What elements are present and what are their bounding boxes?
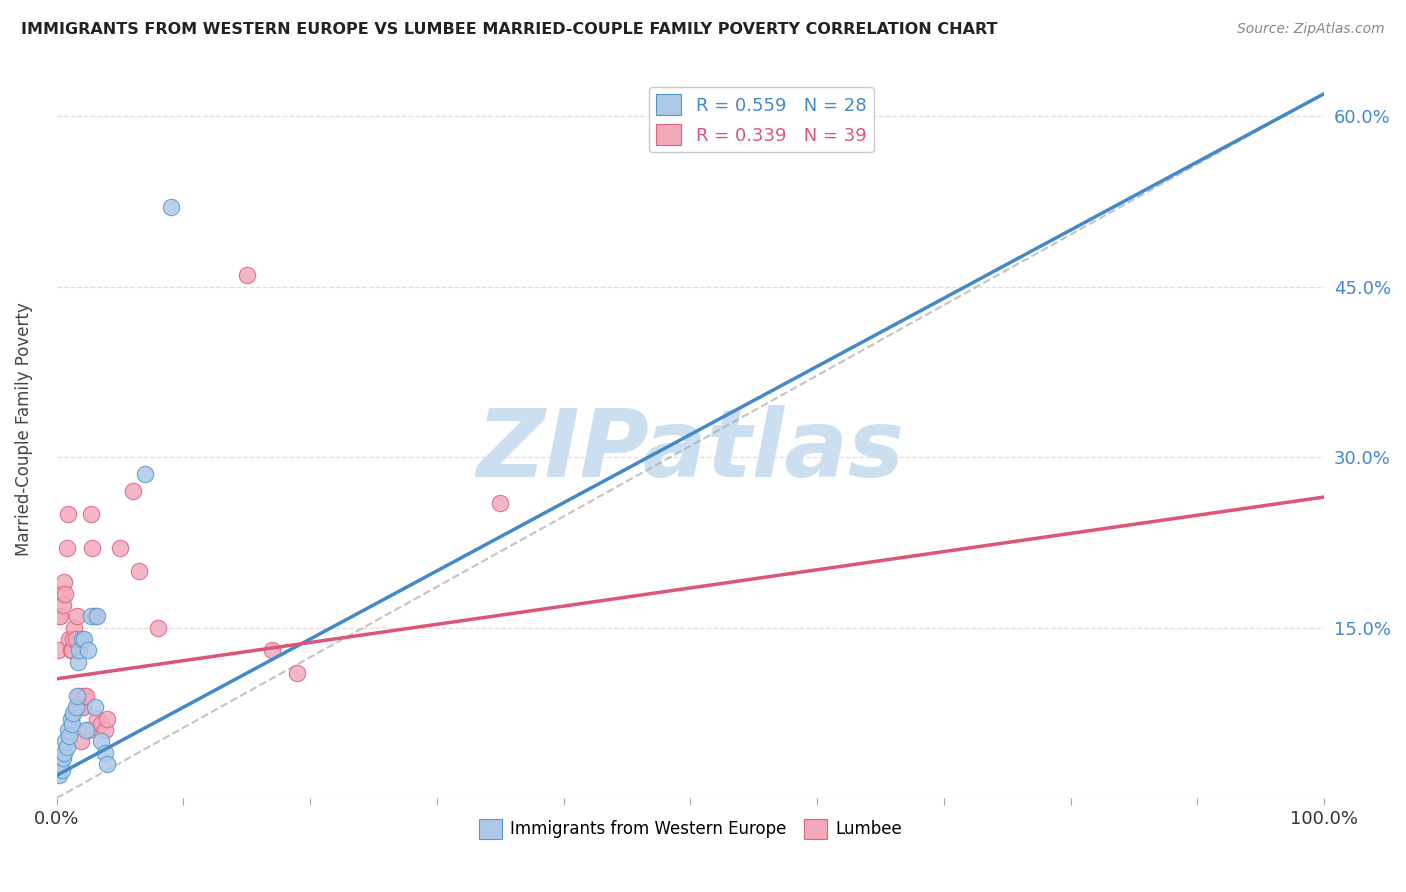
Point bbox=[49, 757, 72, 772]
Point bbox=[128, 564, 150, 578]
Point bbox=[58, 729, 80, 743]
Point bbox=[51, 763, 73, 777]
Point bbox=[65, 700, 87, 714]
Point bbox=[146, 621, 169, 635]
Point bbox=[48, 609, 70, 624]
Point bbox=[55, 739, 77, 754]
Text: Source: ZipAtlas.com: Source: ZipAtlas.com bbox=[1237, 22, 1385, 37]
Point bbox=[55, 586, 77, 600]
Point bbox=[82, 541, 104, 556]
Point bbox=[51, 586, 73, 600]
Point bbox=[134, 467, 156, 482]
Point bbox=[63, 621, 86, 635]
Point bbox=[65, 632, 87, 646]
Point bbox=[70, 700, 93, 714]
Point bbox=[55, 541, 77, 556]
Point bbox=[66, 689, 89, 703]
Point bbox=[287, 666, 309, 681]
Point bbox=[48, 768, 70, 782]
Point bbox=[73, 689, 96, 703]
Point bbox=[489, 496, 512, 510]
Point bbox=[67, 655, 90, 669]
Point bbox=[70, 632, 93, 646]
Point bbox=[86, 609, 108, 624]
Point bbox=[56, 723, 79, 737]
Text: IMMIGRANTS FROM WESTERN EUROPE VS LUMBEE MARRIED-COUPLE FAMILY POVERTY CORRELATI: IMMIGRANTS FROM WESTERN EUROPE VS LUMBEE… bbox=[21, 22, 998, 37]
Point bbox=[108, 541, 131, 556]
Point bbox=[62, 706, 84, 720]
Point bbox=[59, 643, 82, 657]
Point bbox=[62, 632, 84, 646]
Point bbox=[46, 643, 69, 657]
Point bbox=[90, 717, 112, 731]
Point bbox=[59, 712, 82, 726]
Point bbox=[72, 700, 94, 714]
Point bbox=[53, 746, 76, 760]
Point bbox=[96, 757, 118, 772]
Legend: Immigrants from Western Europe, Lumbee: Immigrants from Western Europe, Lumbee bbox=[472, 813, 908, 846]
Point bbox=[60, 717, 83, 731]
Point bbox=[86, 712, 108, 726]
Point bbox=[58, 632, 80, 646]
Point bbox=[52, 751, 75, 765]
Point bbox=[53, 575, 76, 590]
Point bbox=[96, 712, 118, 726]
Point bbox=[77, 643, 100, 657]
Point bbox=[90, 734, 112, 748]
Point bbox=[80, 609, 103, 624]
Point bbox=[52, 598, 75, 612]
Point bbox=[67, 689, 90, 703]
Point bbox=[66, 609, 89, 624]
Point bbox=[235, 268, 257, 283]
Point bbox=[159, 200, 181, 214]
Point bbox=[55, 734, 77, 748]
Point bbox=[67, 643, 90, 657]
Point bbox=[60, 643, 83, 657]
Point bbox=[77, 723, 100, 737]
Point bbox=[262, 643, 284, 657]
Y-axis label: Married-Couple Family Poverty: Married-Couple Family Poverty bbox=[15, 302, 32, 556]
Point bbox=[80, 507, 103, 521]
Point bbox=[121, 484, 143, 499]
Point bbox=[49, 609, 72, 624]
Point bbox=[56, 507, 79, 521]
Point bbox=[69, 734, 91, 748]
Point bbox=[94, 746, 117, 760]
Text: ZIPatlas: ZIPatlas bbox=[477, 405, 904, 497]
Point bbox=[94, 723, 117, 737]
Point bbox=[73, 632, 96, 646]
Point bbox=[67, 700, 90, 714]
Point bbox=[83, 700, 105, 714]
Point bbox=[75, 689, 97, 703]
Point bbox=[83, 609, 105, 624]
Point bbox=[75, 723, 97, 737]
